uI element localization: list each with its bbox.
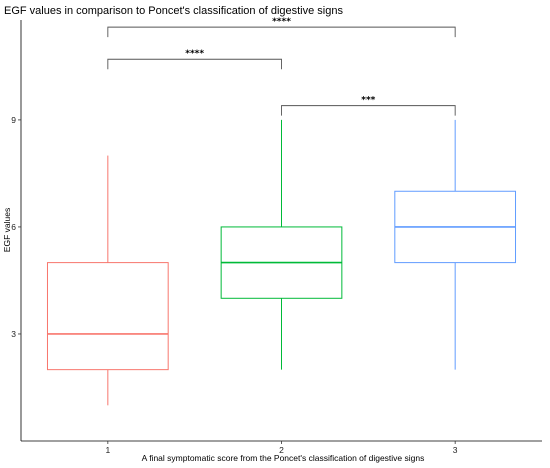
y-tick-label: 3	[11, 329, 16, 339]
significance-label: ***	[361, 96, 375, 106]
x-tick-label: 3	[453, 445, 458, 455]
significance-bracket	[281, 105, 456, 116]
y-tick-label: 6	[11, 222, 16, 232]
significance-label: ****	[185, 49, 204, 59]
y-tick-label: 9	[11, 115, 16, 125]
significance-label: ****	[272, 17, 291, 27]
significance-bracket	[107, 26, 456, 38]
x-tick-label: 1	[105, 445, 110, 455]
x-tick-label: 2	[279, 445, 284, 455]
chart-title: EGF values in comparison to Poncet's cla…	[4, 5, 343, 17]
significance-bracket	[107, 58, 282, 70]
box-iqr	[46, 262, 169, 371]
y-axis-label: EGF values	[2, 208, 12, 252]
x-axis-label: A final symptomatic score from the Ponce…	[142, 453, 425, 463]
